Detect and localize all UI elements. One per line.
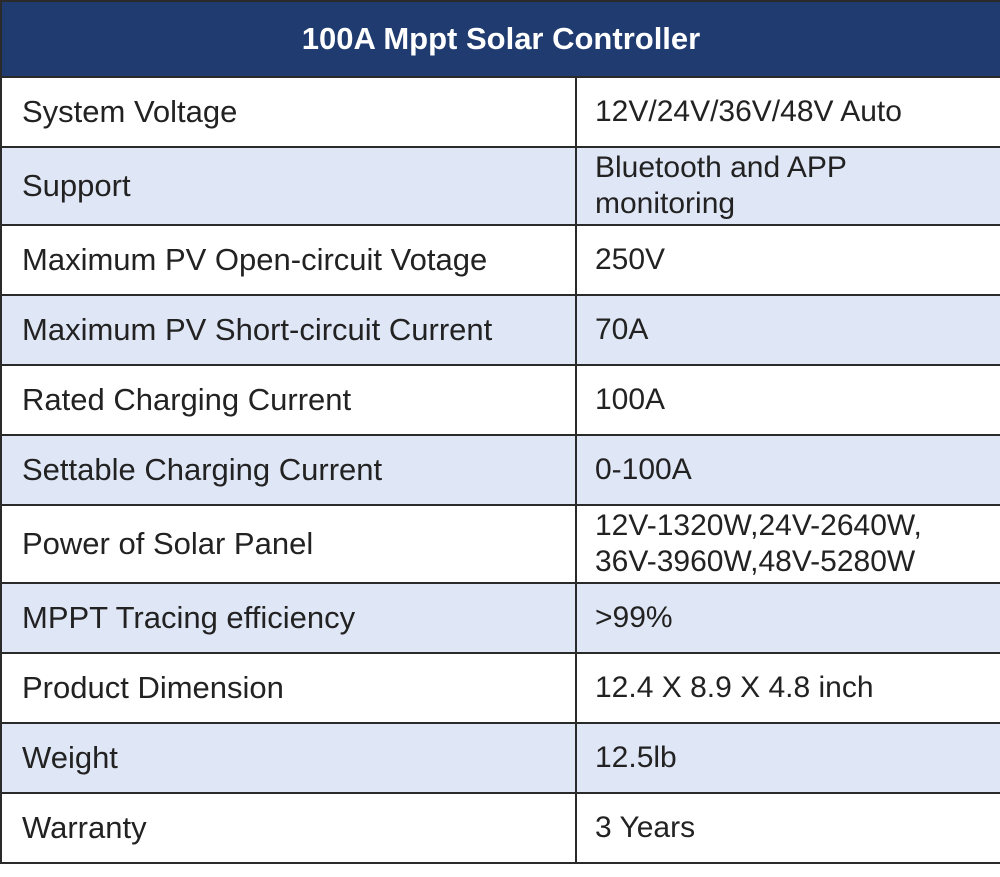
spec-value: 12V/24V/36V/48V Auto	[575, 76, 1000, 148]
spec-label: Rated Charging Current	[0, 364, 577, 436]
table-row: Power of Solar Panel 12V-1320W,24V-2640W…	[0, 504, 1000, 584]
table-row: Settable Charging Current 0-100A	[0, 434, 1000, 506]
spec-label: Power of Solar Panel	[0, 504, 577, 584]
spec-label: Maximum PV Short-circuit Current	[0, 294, 577, 366]
spec-value: >99%	[575, 582, 1000, 654]
table-row: Rated Charging Current 100A	[0, 364, 1000, 436]
spec-label: System Voltage	[0, 76, 577, 148]
table-header-row: 100A Mppt Solar Controller	[0, 0, 1000, 78]
spec-value: 250V	[575, 224, 1000, 296]
table-row: Maximum PV Short-circuit Current 70A	[0, 294, 1000, 366]
spec-value: 12V-1320W,24V-2640W, 36V-3960W,48V-5280W	[575, 504, 1000, 584]
spec-label: Maximum PV Open-circuit Votage	[0, 224, 577, 296]
table-title: 100A Mppt Solar Controller	[0, 0, 1000, 78]
table-row: Support Bluetooth and APP monitoring	[0, 146, 1000, 226]
table-row: System Voltage 12V/24V/36V/48V Auto	[0, 76, 1000, 148]
spec-label: Product Dimension	[0, 652, 577, 724]
table-row: Weight 12.5lb	[0, 722, 1000, 794]
table-row: Maximum PV Open-circuit Votage 250V	[0, 224, 1000, 296]
spec-label: Warranty	[0, 792, 577, 864]
table-row: MPPT Tracing efficiency >99%	[0, 582, 1000, 654]
spec-label: Settable Charging Current	[0, 434, 577, 506]
spec-value: 100A	[575, 364, 1000, 436]
spec-value: 3 Years	[575, 792, 1000, 864]
spec-value: 0-100A	[575, 434, 1000, 506]
spec-label: Support	[0, 146, 577, 226]
spec-value: Bluetooth and APP monitoring	[575, 146, 1000, 226]
spec-value: 70A	[575, 294, 1000, 366]
spec-label: Weight	[0, 722, 577, 794]
spec-label: MPPT Tracing efficiency	[0, 582, 577, 654]
table-row: Product Dimension 12.4 X 8.9 X 4.8 inch	[0, 652, 1000, 724]
spec-value: 12.5lb	[575, 722, 1000, 794]
table-row: Warranty 3 Years	[0, 792, 1000, 864]
spec-value: 12.4 X 8.9 X 4.8 inch	[575, 652, 1000, 724]
